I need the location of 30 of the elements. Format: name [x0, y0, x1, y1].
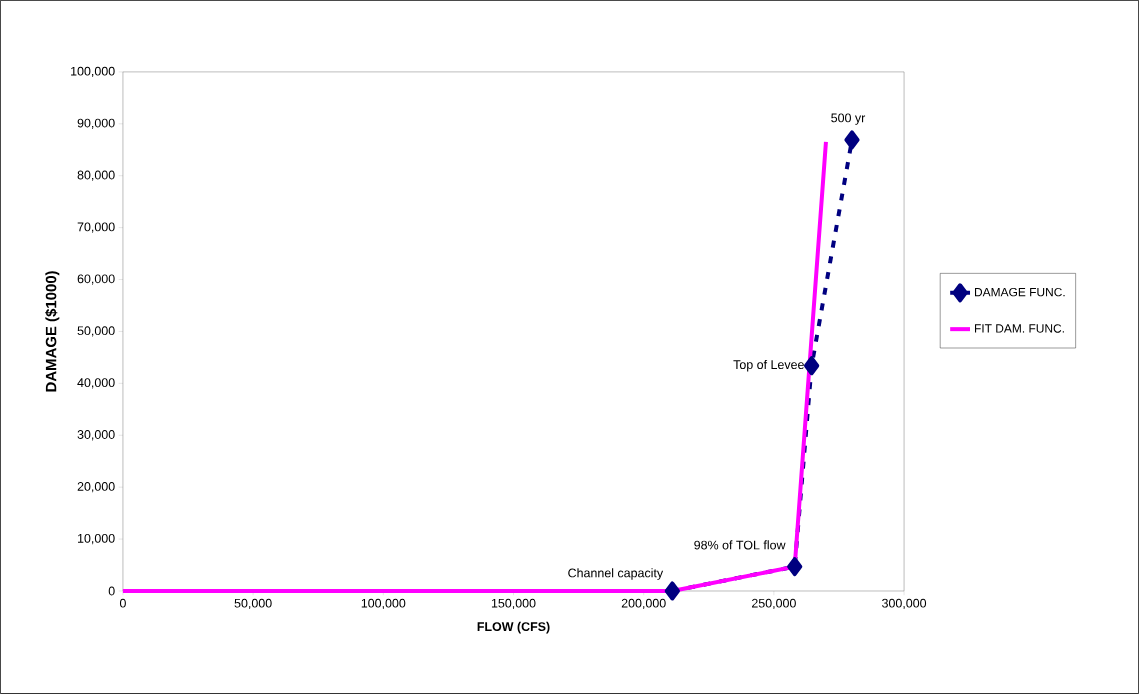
y-tick-label: 20,000 — [77, 482, 115, 493]
y-tick-label: 30,000 — [77, 430, 115, 441]
y-tick-label: 60,000 — [77, 274, 115, 285]
x-axis-title: FLOW (CFS) — [477, 621, 550, 634]
legend-label: DAMAGE FUNC. — [975, 287, 1065, 297]
point — [787, 557, 803, 577]
annotation: Channel capacity — [568, 568, 664, 580]
x-tick-label: 50,000 — [234, 598, 272, 610]
y-tick-label: 50,000 — [77, 326, 115, 337]
y-axis-title: DAMAGE ($1000) — [45, 271, 60, 392]
annotation: Top of Levee — [733, 359, 804, 372]
annotation: 98% of TOL flow — [694, 540, 786, 550]
point — [804, 356, 820, 376]
legend-label: FIT DAM. FUNC. — [975, 324, 1064, 333]
y-tick-label: 90,000 — [77, 118, 115, 129]
x-tick-label: 100,000 — [361, 598, 406, 610]
x-tick-label: 200,000 — [621, 598, 666, 610]
x-tick-label: 300,000 — [882, 598, 927, 610]
x-tick-label: 0 — [119, 598, 126, 608]
y-tick-label: 70,000 — [77, 222, 115, 233]
point — [664, 581, 680, 601]
x-tick-label: 250,000 — [751, 598, 796, 610]
point — [844, 130, 860, 150]
y-tick-label: 0 — [108, 586, 115, 596]
y-tick-label: 100,000 — [71, 66, 115, 78]
y-tick-label: 10,000 — [78, 533, 115, 545]
y-tick-label: 80,000 — [77, 170, 115, 181]
annotation: 500 yr — [831, 113, 866, 125]
x-tick-label: 150,000 — [491, 598, 536, 610]
y-tick-label: 40,000 — [77, 378, 115, 389]
